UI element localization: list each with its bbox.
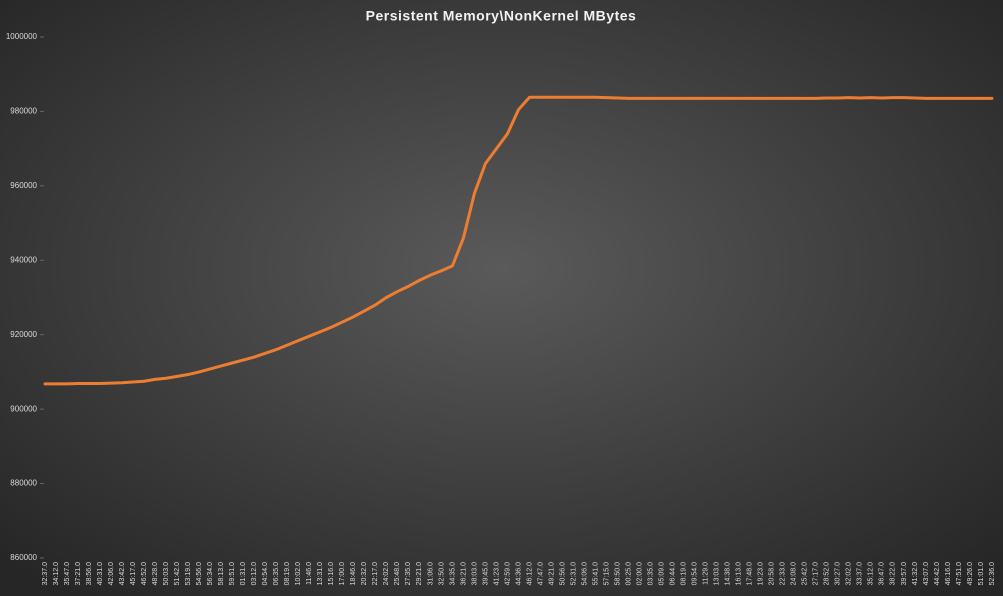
x-tick-label: 39:45.0 <box>482 562 489 585</box>
x-tick-label: 24:08.0 <box>791 562 798 585</box>
y-tick-label: 860000 <box>10 553 37 562</box>
x-tick-label: 55:41.0 <box>592 562 599 585</box>
x-tick-label: 13:31.0 <box>317 562 324 585</box>
x-tick-label: 43:07.0 <box>923 562 930 585</box>
x-tick-label: 52:31.0 <box>570 562 577 585</box>
x-tick-label: 51:42.0 <box>174 562 181 585</box>
x-tick-label: 15:16.0 <box>328 562 335 585</box>
x-tick-label: 19:23.0 <box>758 562 765 585</box>
x-tick-label: 54:56.0 <box>196 562 203 585</box>
x-tick-label: 36:21.0 <box>460 562 467 585</box>
x-tick-label: 38:22.0 <box>890 562 897 585</box>
x-tick-label: 38:56.0 <box>86 562 93 585</box>
x-tick-label: 11:46.0 <box>306 562 313 585</box>
x-tick-label: 46:12.0 <box>526 562 533 585</box>
x-tick-label: 46:52.0 <box>141 562 148 585</box>
data-line <box>43 95 994 386</box>
x-tick-label: 30:27.0 <box>835 562 842 585</box>
x-tick-label: 04:54.0 <box>262 562 269 585</box>
y-tick-label: 960000 <box>10 181 37 190</box>
x-tick-label: 20:58.0 <box>769 562 776 585</box>
x-tick-label: 52:36.0 <box>989 562 996 585</box>
x-tick-label: 47:47.0 <box>537 562 544 585</box>
x-tick-label: 33:37.0 <box>857 562 864 585</box>
x-tick-label: 11:29.0 <box>703 562 710 585</box>
x-tick-label: 32:37.0 <box>42 562 49 585</box>
x-tick-label: 25:48.0 <box>394 562 401 585</box>
y-tick-label: 920000 <box>10 330 37 339</box>
x-tick-label: 22:33.0 <box>780 562 787 585</box>
x-tick-label: 35:47.0 <box>64 562 71 585</box>
x-tick-label: 17:48.0 <box>747 562 754 585</box>
x-tick-label: 50:03.0 <box>163 562 170 585</box>
x-tick-label: 28:52.0 <box>824 562 831 585</box>
x-tick-label: 58:50.0 <box>614 562 621 585</box>
x-tick-label: 34:12.0 <box>53 562 60 585</box>
x-tick-label: 27:35.0 <box>405 562 412 585</box>
x-tick-label: 46:16.0 <box>945 562 952 585</box>
x-tick-label: 40:31.0 <box>97 562 104 585</box>
x-tick-label: 03:35.0 <box>647 562 654 585</box>
x-tick-label: 41:23.0 <box>493 562 500 585</box>
x-tick-label: 47:51.0 <box>956 562 963 585</box>
x-tick-label: 32:02.0 <box>846 562 853 585</box>
x-tick-label: 38:03.0 <box>471 562 478 585</box>
x-tick-label: 25:42.0 <box>802 562 809 585</box>
x-tick-label: 31:06.0 <box>427 562 434 585</box>
x-tick-label: 20:32.0 <box>361 562 368 585</box>
y-tick-label: 980000 <box>10 107 37 116</box>
x-tick-label: 06:44.0 <box>670 562 677 585</box>
x-tick-label: 02:00.0 <box>636 562 643 585</box>
x-tick-label: 36:47.0 <box>879 562 886 585</box>
x-tick-label: 49:21.0 <box>548 562 555 585</box>
x-tick-label: 05:09.0 <box>658 562 665 585</box>
x-tick-label: 16:13.0 <box>736 562 743 585</box>
x-tick-label: 54:06.0 <box>581 562 588 585</box>
x-tick-label: 43:42.0 <box>119 562 126 585</box>
x-tick-label: 00:25.0 <box>625 562 632 585</box>
x-tick-label: 35:12.0 <box>868 562 875 585</box>
x-tick-label: 39:57.0 <box>901 562 908 585</box>
x-tick-label: 01:31.0 <box>240 562 247 585</box>
x-tick-label: 27:17.0 <box>813 562 820 585</box>
x-tick-label: 41:32.0 <box>912 562 919 585</box>
x-tick-label: 37:21.0 <box>75 562 82 585</box>
x-tick-label: 22:17.0 <box>372 562 379 585</box>
x-tick-label: 50:56.0 <box>559 562 566 585</box>
x-tick-label: 24:02.0 <box>383 562 390 585</box>
x-tick-label: 42:06.0 <box>108 562 115 585</box>
x-tick-label: 29:21.0 <box>416 562 423 585</box>
x-tick-label: 10:02.0 <box>295 562 302 585</box>
y-tick-label: 1000000 <box>6 32 38 41</box>
y-tick-label: 900000 <box>10 404 37 413</box>
x-tick-label: 34:35.0 <box>449 562 456 585</box>
x-tick-label: 14:38.0 <box>725 562 732 585</box>
x-tick-label: 48:28.0 <box>152 562 159 585</box>
y-tick-label: 940000 <box>10 255 37 264</box>
x-tick-label: 57:15.0 <box>603 562 610 585</box>
x-tick-label: 08:19.0 <box>681 562 688 585</box>
y-tick-label: 880000 <box>10 479 37 488</box>
x-tick-label: 44:42.0 <box>934 562 941 585</box>
x-tick-label: 06:35.0 <box>273 562 280 585</box>
x-tick-label: 42:59.0 <box>504 562 511 585</box>
x-tick-label: 58:13.0 <box>218 562 225 585</box>
x-tick-label: 59:51.0 <box>229 562 236 585</box>
chart-title: Persistent Memory\NonKernel MBytes <box>366 8 637 24</box>
x-tick-label: 18:46.0 <box>350 562 357 585</box>
x-tick-label: 03:12.0 <box>251 562 258 585</box>
x-tick-label: 56:34.0 <box>207 562 214 585</box>
x-tick-label: 53:19.0 <box>185 562 192 585</box>
x-tick-label: 45:17.0 <box>130 562 137 585</box>
x-tick-label: 13:03.0 <box>714 562 721 585</box>
x-tick-label: 51:01.0 <box>978 562 985 585</box>
x-tick-label: 44:36.0 <box>515 562 522 585</box>
x-tick-label: 49:26.0 <box>967 562 974 585</box>
x-tick-label: 08:19.0 <box>284 562 291 585</box>
x-tick-label: 17:00.0 <box>339 562 346 585</box>
x-tick-label: 09:54.0 <box>692 562 699 585</box>
x-tick-label: 32:50.0 <box>438 562 445 585</box>
